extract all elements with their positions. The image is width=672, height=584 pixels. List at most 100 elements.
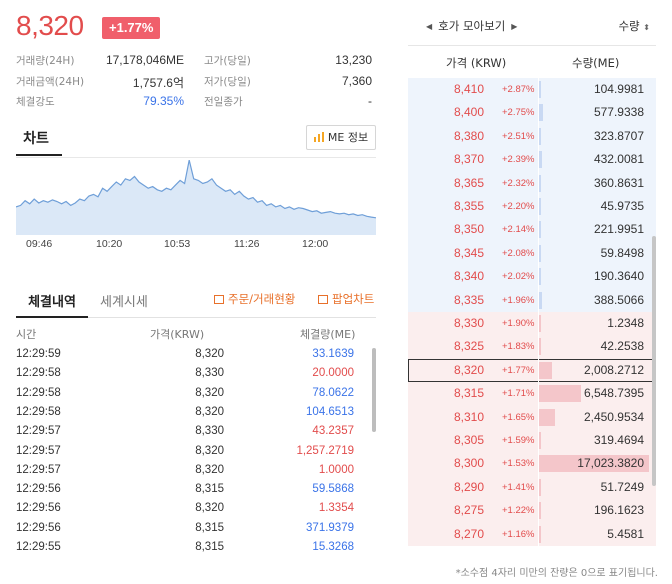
orderbook-row[interactable]: 8,355 +2.20% 45.9735 xyxy=(408,195,656,219)
orderbook-row[interactable]: 8,330 +1.90% 1.2348 xyxy=(408,312,656,336)
trade-row: 12:29:57 8,330 43.2357 xyxy=(16,425,362,444)
trade-row: 12:29:56 8,320 1.3354 xyxy=(16,502,362,521)
ob-change: +2.02% xyxy=(502,271,535,283)
trade-qty: 1.0000 xyxy=(318,463,354,476)
ob-qty: 45.9735 xyxy=(600,199,644,213)
trade-time: 12:29:58 xyxy=(16,386,61,399)
caret-right-icon[interactable]: ▶ xyxy=(511,22,518,31)
trade-price: 8,330 xyxy=(195,367,224,380)
ob-divider xyxy=(538,288,539,312)
ob-qty: 5.4581 xyxy=(607,526,644,541)
ob-volume-bar xyxy=(539,385,581,403)
ob-volume-bar xyxy=(539,291,542,309)
sort-arrows-icon: ⬍ xyxy=(643,23,650,32)
orderbook-row[interactable]: 8,365 +2.32% 360.8631 xyxy=(408,171,656,195)
orderbook-grouping[interactable]: ◀ 호가 모아보기 ▶ xyxy=(420,18,523,34)
orderbook-row[interactable]: 8,275 +1.22% 196.1623 xyxy=(408,499,656,523)
ob-volume-bar xyxy=(539,221,541,239)
trade-row: 12:29:56 8,315 371.9379 xyxy=(16,522,362,541)
ob-price: 8,365 xyxy=(454,175,485,190)
order-status-link[interactable]: 주문/거래현황 xyxy=(214,291,295,307)
ob-price: 8,355 xyxy=(454,199,485,213)
orderbook-row[interactable]: 8,380 +2.51% 323.8707 xyxy=(408,124,656,149)
ob-volume-bar xyxy=(539,315,541,332)
trade-row: 12:29:57 8,320 1.0000 xyxy=(16,464,362,483)
ob-qty: 51.7249 xyxy=(600,479,644,494)
trade-qty: 15.3268 xyxy=(312,541,354,553)
orderbook-row[interactable]: 8,325 +1.83% 42.2538 xyxy=(408,335,656,359)
tab-trades[interactable]: 체결내역 xyxy=(16,286,88,318)
col-price: 가격(KRW) xyxy=(150,328,205,341)
ob-price: 8,345 xyxy=(454,245,485,260)
qty-select-label: 수량 xyxy=(618,19,640,33)
trade-qty: 43.2357 xyxy=(312,425,354,438)
ob-price: 8,380 xyxy=(454,128,485,143)
trade-row: 12:29:59 8,320 33.1639 xyxy=(16,348,362,367)
ob-change: +1.83% xyxy=(502,341,535,353)
col-time: 시간 xyxy=(16,328,37,341)
trade-time: 12:29:55 xyxy=(16,541,61,553)
trade-time: 12:29:58 xyxy=(16,405,61,418)
orderbook-row[interactable]: 8,410 +2.87% 104.9981 xyxy=(408,78,656,102)
orderbook-row[interactable]: 8,350 +2.14% 221.9951 xyxy=(408,218,656,242)
caret-left-icon[interactable]: ◀ xyxy=(426,22,433,31)
trade-price: 8,320 xyxy=(195,348,224,360)
trade-qty: 78.0622 xyxy=(312,386,354,399)
stat-row: 거래금액(24H) 1,757.6억 저가(당일) 7,360 xyxy=(16,74,376,92)
orderbook-row[interactable]: 8,335 +1.96% 388.5066 xyxy=(408,288,656,312)
ob-price: 8,400 xyxy=(454,105,485,120)
popup-chart-link[interactable]: 팝업차트 xyxy=(318,291,374,307)
ob-qty: 1.2348 xyxy=(607,316,644,330)
orderbook-row[interactable]: 8,370 +2.39% 432.0081 xyxy=(408,148,656,172)
coin-info-button[interactable]: ME 정보 xyxy=(306,125,376,150)
trade-list[interactable]: 12:29:59 8,320 33.1639 12:29:58 8,330 20.0000… xyxy=(16,348,362,576)
ob-change: +1.77% xyxy=(502,364,535,376)
trade-list-scrollbar[interactable] xyxy=(372,348,376,432)
orderbook-row[interactable]: 8,270 +1.16% 5.4581 xyxy=(408,522,656,546)
trade-qty: 59.5868 xyxy=(312,483,354,496)
orderbook-row[interactable]: 8,340 +2.02% 190.3640 xyxy=(408,265,656,289)
orderbook-row[interactable]: 8,300 +1.53% 17,023.3820 xyxy=(408,452,656,476)
ob-volume-bar xyxy=(539,81,541,98)
stat-label: 거래량(24H) xyxy=(16,55,75,67)
tab-chart[interactable]: 차트 xyxy=(16,126,62,156)
trade-price: 8,320 xyxy=(195,386,224,399)
market-panel: 8,320 +1.77% 거래량(24H) 17,178,046ME 고가(당일… xyxy=(16,10,376,576)
ob-volume-bar xyxy=(539,104,543,122)
ob-volume-bar xyxy=(539,127,541,145)
chart-area xyxy=(16,157,376,257)
ob-change: +1.59% xyxy=(502,435,535,446)
orderbook-row[interactable]: 8,400 +2.75% 577.9338 xyxy=(408,101,656,125)
ob-divider xyxy=(538,335,539,359)
orderbook-row[interactable]: 8,290 +1.41% 51.7249 xyxy=(408,475,656,500)
ob-qty: 323.8707 xyxy=(593,128,644,143)
tab-global-prices[interactable]: 세계시세 xyxy=(100,295,148,310)
trade-qty: 1,257.2719 xyxy=(296,444,354,457)
ob-change: +1.22% xyxy=(502,505,535,517)
order-status-label: 주문/거래현황 xyxy=(228,292,296,306)
ob-price: 8,290 xyxy=(454,479,485,494)
stat-row: 체결강도 79.35% 전일종가 - xyxy=(16,94,376,112)
ob-divider xyxy=(538,358,539,383)
orderbook-row[interactable]: 8,310 +1.65% 2,450.9534 xyxy=(408,405,656,429)
ob-change: +1.65% xyxy=(502,411,535,423)
ob-change: +2.51% xyxy=(502,130,535,142)
ob-volume-bar xyxy=(539,502,541,520)
popup-chart-label: 팝업차트 xyxy=(332,292,375,306)
popup-icon xyxy=(318,295,328,304)
ob-volume-bar xyxy=(539,455,649,473)
orderbook-row-current[interactable]: 8,320 +1.77% 2,008.2712 xyxy=(408,358,656,383)
ob-volume-bar xyxy=(539,408,555,426)
orderbook-scrollbar[interactable] xyxy=(652,236,656,486)
ob-qty: 42.2538 xyxy=(600,339,644,354)
orderbook-row[interactable]: 8,305 +1.59% 319.4694 xyxy=(408,429,656,453)
orderbook-row[interactable]: 8,345 +2.08% 59.8498 xyxy=(408,241,656,266)
qty-select[interactable]: 수량 ⬍ xyxy=(618,18,650,34)
price-line xyxy=(16,159,376,219)
ob-price: 8,275 xyxy=(454,503,485,518)
orderbook-row[interactable]: 8,315 +1.71% 6,548.7395 xyxy=(408,382,656,406)
ob-price: 8,325 xyxy=(454,339,485,354)
price-area-fill xyxy=(16,160,376,235)
trade-price: 8,315 xyxy=(195,541,224,553)
ob-divider xyxy=(538,241,539,266)
